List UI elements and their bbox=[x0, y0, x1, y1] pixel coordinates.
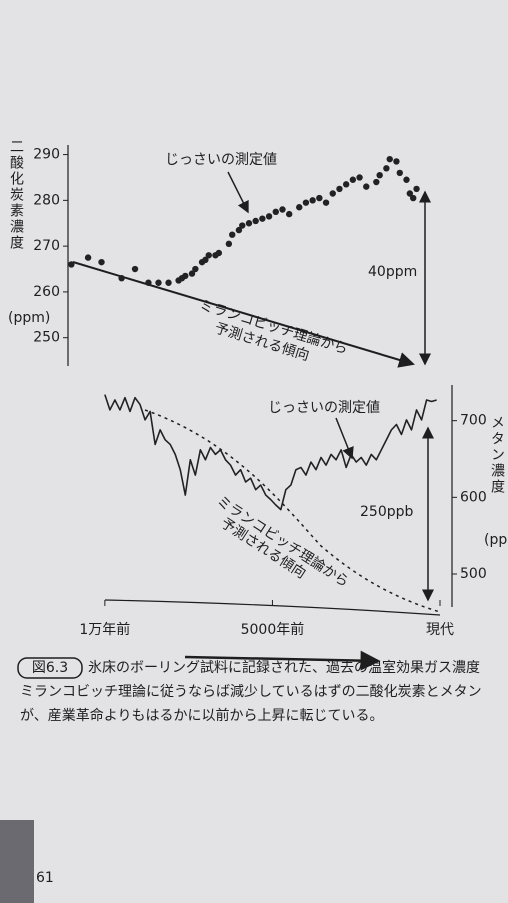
y-axis-unit: (ppm) bbox=[8, 310, 50, 326]
data-point bbox=[285, 210, 293, 218]
data-point bbox=[409, 194, 417, 202]
y-axis-unit: (ppb) bbox=[484, 532, 508, 548]
pointer-arrow bbox=[335, 417, 354, 460]
data-point bbox=[165, 279, 172, 286]
data-point bbox=[386, 155, 393, 163]
data-point bbox=[229, 231, 236, 238]
data-point bbox=[252, 217, 259, 225]
data-point bbox=[118, 274, 125, 282]
data-point bbox=[239, 222, 246, 229]
time-arrow bbox=[184, 650, 381, 671]
data-point bbox=[413, 185, 420, 193]
data-point bbox=[155, 279, 162, 286]
data-point bbox=[145, 279, 152, 286]
page-edge bbox=[0, 820, 34, 903]
data-point bbox=[296, 204, 303, 211]
data-point bbox=[205, 252, 212, 259]
data-point bbox=[316, 194, 323, 202]
data-point bbox=[342, 181, 350, 188]
data-point bbox=[131, 265, 139, 273]
data-point bbox=[265, 213, 273, 220]
data-point bbox=[396, 169, 403, 177]
data-point bbox=[279, 206, 286, 213]
y-tick-label: 500 bbox=[460, 566, 487, 582]
data-point bbox=[182, 272, 189, 280]
data-point bbox=[383, 165, 390, 172]
annotation: じっさいの測定値 bbox=[165, 152, 277, 168]
data-point bbox=[272, 208, 279, 215]
caption-title: 氷床のボーリング試料に記録された、過去の温室効果ガス濃度 bbox=[88, 659, 480, 676]
caption-label-box bbox=[17, 657, 83, 679]
y-tick-label: 700 bbox=[460, 413, 487, 429]
y-tick-label: 280 bbox=[33, 192, 60, 208]
data-point bbox=[235, 226, 243, 234]
trend-curve bbox=[144, 409, 441, 613]
data-point bbox=[349, 176, 357, 183]
y-tick-label: 600 bbox=[460, 489, 487, 505]
trend-arrow bbox=[72, 261, 415, 368]
data-point bbox=[225, 240, 233, 248]
x-tick-label: 現代 bbox=[426, 622, 454, 638]
x-tick-label: 5000年前 bbox=[241, 621, 305, 638]
data-point bbox=[98, 258, 105, 266]
data-point bbox=[403, 176, 410, 183]
data-point bbox=[373, 178, 380, 186]
annotation: 40ppm bbox=[368, 264, 417, 280]
data-point bbox=[393, 158, 400, 165]
y-tick-label: 260 bbox=[33, 284, 60, 300]
data-point bbox=[322, 199, 330, 206]
annotation: 250ppb bbox=[360, 504, 413, 520]
annotation: じっさいの測定値 bbox=[268, 400, 380, 416]
data-point bbox=[336, 185, 343, 193]
y-tick-label: 270 bbox=[33, 238, 60, 254]
y-tick-label: 250 bbox=[33, 330, 60, 346]
data-point bbox=[84, 254, 92, 261]
data-point bbox=[192, 265, 199, 273]
data-point bbox=[202, 256, 209, 264]
data-point bbox=[215, 249, 223, 257]
data-point bbox=[259, 215, 266, 222]
data-point bbox=[406, 190, 414, 197]
data-point bbox=[245, 220, 253, 227]
data-point bbox=[188, 270, 196, 277]
data-point bbox=[68, 261, 75, 268]
x-axis bbox=[104, 599, 441, 616]
data-point bbox=[356, 174, 363, 181]
page-number: 61 bbox=[36, 870, 54, 886]
data-point bbox=[376, 171, 383, 179]
data-point bbox=[329, 190, 336, 197]
caption-line: が、産業革命よりもはるかに以前から上昇に転じている。 bbox=[20, 707, 383, 724]
y-axis-label: 二酸化炭素濃度 bbox=[8, 139, 24, 251]
data-point bbox=[302, 199, 310, 206]
y-axis-label: メタン濃度 bbox=[489, 415, 505, 495]
data-line bbox=[104, 394, 437, 511]
data-point bbox=[363, 183, 370, 190]
caption-line: ミランコビッチ理論に従うならば減少しているはずの二酸化炭素とメタン bbox=[20, 683, 482, 700]
data-point bbox=[309, 197, 316, 204]
pointer-arrow bbox=[227, 171, 249, 214]
caption-label: 図6.3 bbox=[32, 660, 68, 676]
x-tick-label: 1万年前 bbox=[79, 621, 130, 638]
y-tick-label: 290 bbox=[33, 147, 60, 163]
